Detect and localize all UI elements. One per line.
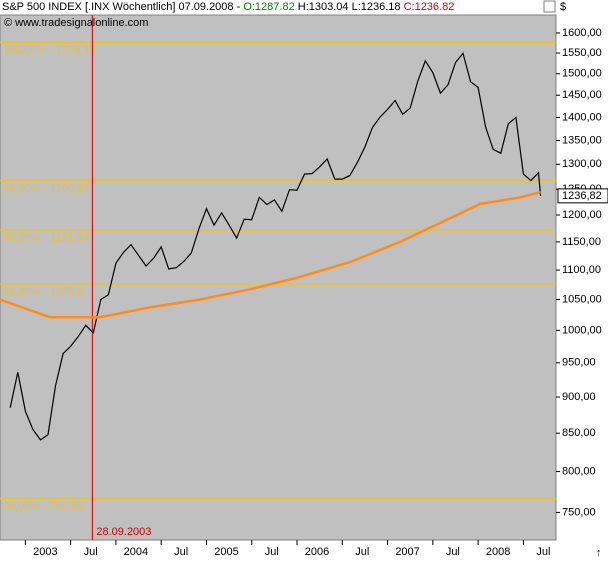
- y-tick-label: 1350,00: [562, 134, 602, 146]
- x-tick-label: Jul: [84, 546, 98, 558]
- y-tick-label: 1200,00: [562, 209, 602, 221]
- scroll-arrow[interactable]: ↑: [596, 547, 602, 559]
- y-tick-label: 1400,00: [562, 111, 602, 123]
- x-tick-label: 2007: [395, 546, 419, 558]
- y-tick-label: 950,00: [562, 357, 596, 369]
- last-price-label: 1236,82: [562, 190, 602, 202]
- y-tick-label: 1500,00: [562, 68, 602, 80]
- series-line: [0, 190, 541, 319]
- plot-area: [0, 14, 557, 541]
- y-tick-label: 1150,00: [562, 236, 601, 248]
- last-price-box: [557, 188, 608, 204]
- level-label: 61,80% - 1266,87: [3, 183, 90, 195]
- date-label: 28.09.2003: [96, 526, 151, 538]
- x-tick-label: Jul: [446, 546, 460, 558]
- level-label: 38,20% - 1075,8: [3, 286, 84, 298]
- y-tick-label: 1300,00: [562, 158, 602, 170]
- x-tick-label: 2005: [214, 546, 238, 558]
- x-tick-label: 2003: [33, 546, 57, 558]
- x-tick-label: Jul: [265, 546, 279, 558]
- copyright: © www.tradesignalonline.com: [4, 17, 148, 29]
- header-part: H:1303.04: [295, 1, 349, 13]
- x-tick-label: Jul: [536, 546, 550, 558]
- y-tick-label: 850,00: [562, 427, 596, 439]
- header-part: C:1236.82: [401, 1, 455, 13]
- level-label: 50,00% - 1171,34: [3, 232, 89, 244]
- window-button[interactable]: [543, 0, 556, 13]
- x-tick-label: 2008: [486, 546, 510, 558]
- series-line: [9, 52, 542, 441]
- y-tick-label: 1450,00: [562, 89, 602, 101]
- x-tick-label: 2006: [305, 546, 329, 558]
- y-tick-label: 800,00: [562, 465, 596, 477]
- header-part: O:1287.82: [243, 1, 294, 13]
- y-tick-label: 1550,00: [562, 47, 602, 59]
- header-part: S&P 500 INDEX [.INX Wöchentlich] 07.09.2…: [2, 1, 243, 13]
- y-tick-label: 1100,00: [562, 264, 601, 276]
- chart-header: S&P 500 INDEX [.INX Wöchentlich] 07.09.2…: [2, 1, 454, 13]
- y-tick-label: 1600,00: [562, 27, 602, 39]
- x-tick-label: Jul: [174, 546, 188, 558]
- y-tick-label: 750,00: [562, 506, 596, 518]
- x-tick-label: Jul: [355, 546, 369, 558]
- currency: $: [560, 1, 566, 13]
- header-part: L:1236.18: [349, 1, 401, 13]
- level-label: 00,00% - 766,53: [3, 501, 84, 513]
- y-tick-label: 900,00: [562, 391, 596, 403]
- y-tick-label: 1050,00: [562, 293, 602, 305]
- y-tick-label: 1000,00: [562, 324, 602, 336]
- level-label: 100,00% - 1576,15: [3, 44, 96, 56]
- x-tick-label: 2004: [124, 546, 148, 558]
